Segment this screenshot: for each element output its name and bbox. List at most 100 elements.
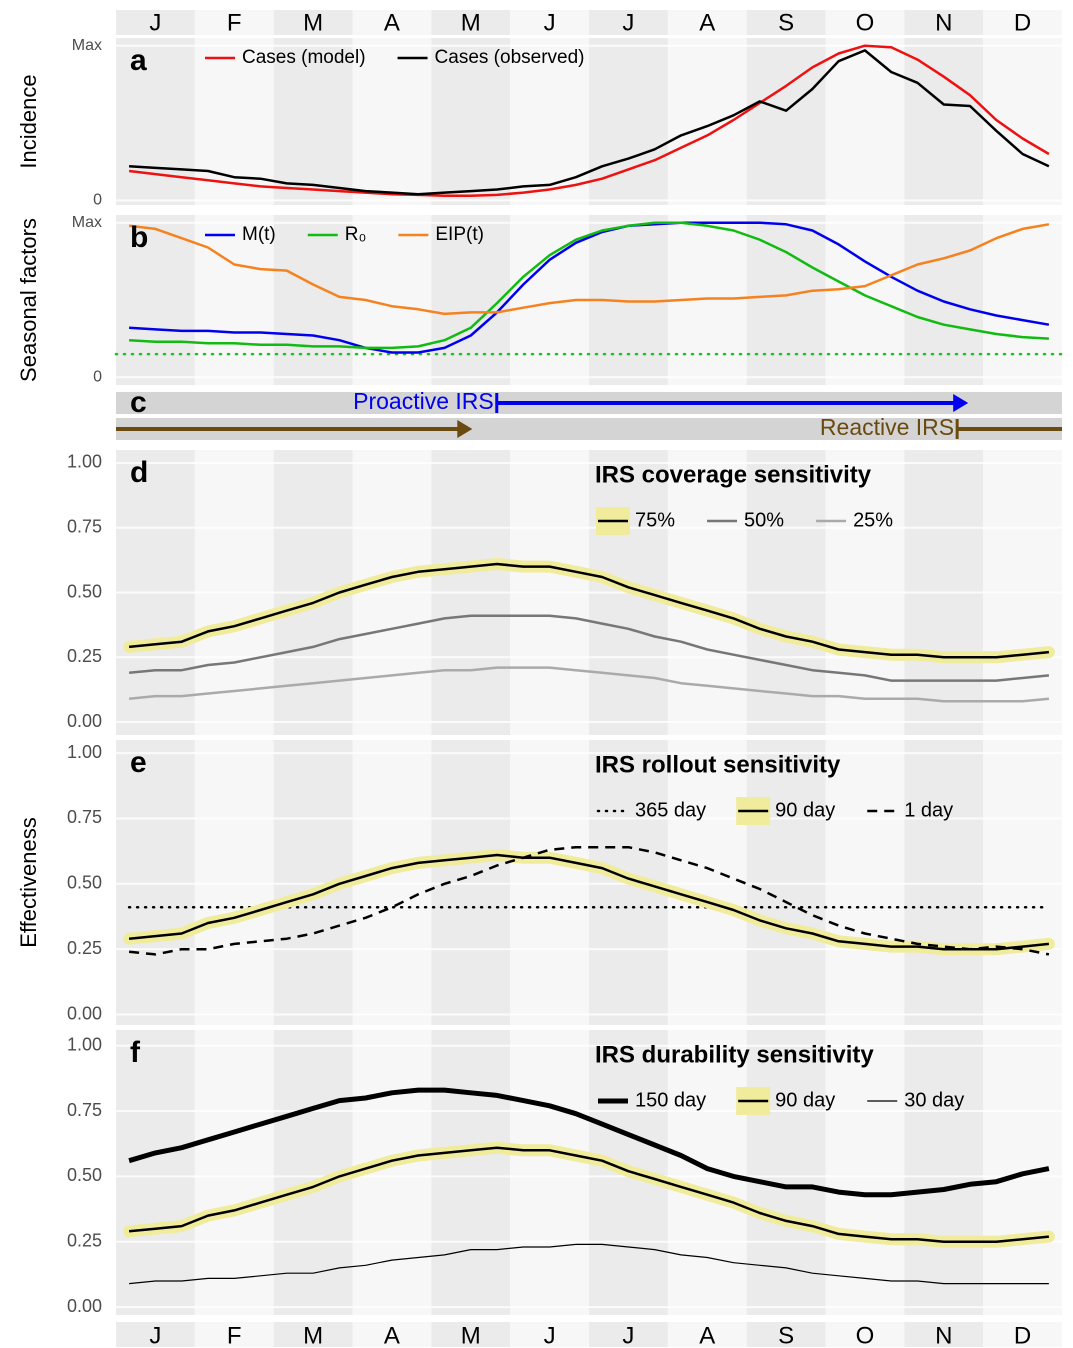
y-axis-label: Seasonal factors — [16, 218, 41, 382]
legend-label: R₀ — [345, 224, 367, 245]
legend-label: 365 day — [635, 799, 706, 821]
series-line — [128, 1146, 1050, 1244]
y-tick-label: 0.00 — [67, 1003, 102, 1023]
month-label: J — [544, 9, 556, 36]
month-label: N — [935, 9, 952, 36]
y-tick-label: Max — [72, 37, 102, 54]
month-band — [431, 1030, 511, 1315]
y-tick-label: 0.50 — [67, 581, 102, 601]
month-band — [273, 10, 353, 35]
month-label: J — [149, 9, 161, 36]
series-line — [128, 614, 1050, 682]
month-band — [667, 1030, 747, 1315]
month-label: J — [149, 1322, 161, 1348]
panel-letter: b — [130, 221, 148, 254]
series-line — [128, 44, 1050, 197]
month-label: M — [461, 1322, 481, 1348]
month-band — [116, 740, 195, 1025]
y-tick-label: 0.00 — [67, 711, 102, 731]
month-band — [904, 38, 984, 205]
legend-label: 150 day — [635, 1089, 706, 1111]
month-label: A — [699, 9, 715, 36]
month-band — [746, 1322, 826, 1347]
timeline-arrowhead — [953, 394, 969, 412]
month-band — [825, 215, 905, 385]
month-band — [746, 740, 826, 1025]
y-tick-label: 1.00 — [67, 452, 102, 472]
month-band — [431, 740, 511, 1025]
timeline-arrowhead — [457, 420, 473, 438]
month-band — [904, 10, 984, 35]
series-line — [128, 1087, 1050, 1198]
series-line — [128, 853, 1050, 951]
panel-letter: d — [130, 456, 148, 489]
month-band — [904, 1030, 984, 1315]
month-band — [431, 38, 511, 205]
month-label: A — [384, 1322, 400, 1348]
series-line — [128, 223, 1050, 316]
legend-label: EIP(t) — [435, 224, 484, 245]
series-line — [128, 845, 1050, 956]
month-band — [589, 1322, 668, 1347]
y-tick-label: Max — [72, 214, 102, 231]
panel-letter: e — [130, 746, 147, 779]
month-label: M — [303, 1322, 323, 1348]
y-tick-label: 0.75 — [67, 516, 102, 536]
month-band — [194, 215, 274, 385]
legend-label: 1 day — [904, 799, 953, 821]
month-band — [825, 38, 905, 205]
month-label: O — [856, 1322, 875, 1348]
panel-letter: a — [130, 44, 147, 77]
legend-label: Cases (model) — [242, 47, 366, 68]
legend-label: M(t) — [242, 224, 276, 245]
month-band — [431, 10, 511, 35]
month-label: D — [1014, 9, 1031, 36]
month-label: J — [544, 1322, 556, 1348]
y-tick-label: 0.50 — [67, 1165, 102, 1185]
month-band — [746, 10, 826, 35]
month-band — [194, 10, 274, 35]
month-band — [904, 740, 984, 1025]
y-tick-label: 0.25 — [67, 646, 102, 666]
month-band — [510, 1322, 589, 1347]
month-band — [983, 10, 1062, 35]
series-line — [128, 562, 1050, 659]
month-band — [825, 740, 905, 1025]
y-axis-label: Effectiveness — [16, 817, 41, 947]
month-band — [746, 215, 826, 385]
month-band — [746, 38, 826, 205]
month-label: J — [622, 9, 634, 36]
month-band — [510, 1030, 589, 1315]
month-label: M — [303, 9, 323, 36]
month-band — [431, 1322, 511, 1347]
month-band — [667, 1322, 747, 1347]
month-label: N — [935, 1322, 952, 1348]
y-tick-label: 0.25 — [67, 938, 102, 958]
month-band — [352, 740, 432, 1025]
month-band — [273, 38, 353, 205]
legend-label: 25% — [853, 509, 893, 531]
month-band — [273, 1322, 353, 1347]
month-label: F — [227, 9, 242, 36]
legend-label: 90 day — [775, 1089, 835, 1111]
month-band — [589, 38, 668, 205]
month-band — [904, 1322, 984, 1347]
month-band — [983, 215, 1062, 385]
timeline-row — [116, 418, 1062, 440]
legend-title: IRS coverage sensitivity — [595, 461, 872, 488]
y-tick-label: 0.00 — [67, 1296, 102, 1316]
y-tick-label: 0 — [93, 192, 102, 209]
month-band — [983, 38, 1062, 205]
month-band — [194, 1030, 274, 1315]
month-band — [116, 1322, 195, 1347]
month-band — [116, 215, 195, 385]
legend-label: 30 day — [904, 1089, 964, 1111]
month-band — [983, 1322, 1062, 1347]
month-band — [116, 38, 195, 205]
month-band — [825, 1322, 905, 1347]
month-band — [589, 10, 668, 35]
month-band — [983, 740, 1062, 1025]
series-line — [128, 666, 1050, 703]
month-label: A — [384, 9, 400, 36]
y-tick-label: 0.25 — [67, 1231, 102, 1251]
